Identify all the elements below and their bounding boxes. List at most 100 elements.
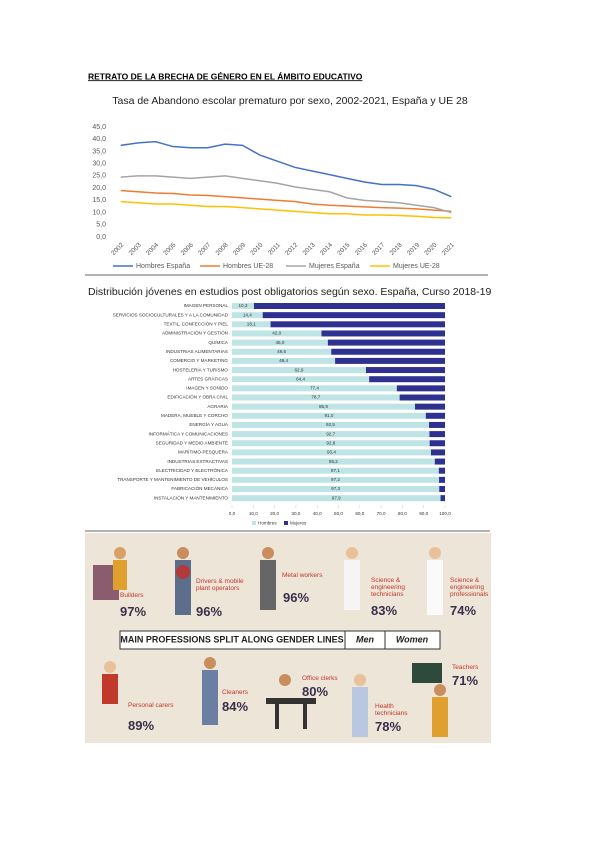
bar-segment — [438, 467, 445, 474]
bar-segment — [232, 394, 400, 401]
legend-label: Hombres — [258, 521, 277, 526]
profession-label: Office clerks — [302, 675, 338, 682]
bar-segment — [232, 467, 439, 474]
series-line — [120, 200, 452, 219]
x-tick-label: 20,0 — [270, 511, 279, 516]
profession-label: Science & engineering technicians — [371, 577, 405, 598]
x-tick-label: 2019 — [406, 241, 421, 256]
y-tick-label: 20,0 — [92, 185, 106, 192]
profession-share: 83% — [371, 603, 398, 618]
x-tick-label: 2016 — [354, 241, 369, 256]
value-label: 95,2 — [329, 459, 338, 464]
bar-segment — [321, 330, 445, 337]
value-label: 92,8 — [326, 440, 335, 445]
value-label: 10,3 — [238, 303, 247, 308]
y-tick-label: 10,0 — [92, 209, 106, 216]
x-tick-label: 2017 — [371, 241, 386, 256]
category-label: QUÍMICA — [208, 339, 229, 345]
category-label: INSTALACIÓN Y MANTENIMIENTO — [154, 494, 229, 500]
profession-share: 96% — [283, 590, 310, 605]
value-label: 92,5 — [326, 422, 335, 427]
bar-segment — [232, 367, 366, 374]
bar-segment — [270, 321, 445, 328]
x-tick-label: 2013 — [302, 241, 317, 256]
category-label: AGRARIA — [207, 404, 229, 409]
x-tick-label: 70,0 — [377, 511, 386, 516]
bar-segment — [232, 312, 263, 319]
bar-segment — [439, 476, 445, 483]
x-tick-label: 2009 — [232, 241, 247, 256]
category-label: FABRICACIÓN MECÁNICA — [171, 485, 229, 491]
x-tick-label: 2002 — [110, 241, 125, 256]
x-tick-label: 2012 — [284, 241, 299, 256]
bar-segment — [262, 312, 445, 319]
category-label: ARTES GRÁFICAS — [188, 375, 228, 381]
bar-segment — [429, 421, 445, 428]
x-tick-label: 100,0 — [439, 511, 451, 516]
x-tick-label: 60,0 — [355, 511, 364, 516]
document-title: RETRATO DE LA BRECHA DE GÉNERO EN EL ÁMB… — [88, 71, 363, 81]
women-label: Women — [396, 634, 429, 644]
category-label: COMERCIO Y MARKETING — [170, 358, 228, 363]
y-tick-label: 15,0 — [92, 197, 106, 204]
value-label: 97,9 — [332, 495, 341, 500]
profession-share: 96% — [196, 604, 223, 619]
men-label: Men — [356, 634, 375, 644]
x-tick-label: 2020 — [423, 241, 438, 256]
chart-title: Distribución jóvenes en estudios post ob… — [88, 286, 491, 298]
value-label: 42,0 — [272, 331, 281, 336]
bar-segment — [232, 403, 415, 410]
value-label: 48,4 — [279, 358, 288, 363]
profession-label: Science & engineering professionals — [450, 577, 489, 598]
x-tick-label: 2007 — [197, 241, 212, 256]
category-label: ELECTRICIDAD Y ELECTRÓNICA — [156, 467, 229, 473]
profession-share: 97% — [120, 604, 147, 619]
profession-share: 84% — [222, 699, 249, 714]
category-label: SERVICIOS SOCIOCULTURALES Y A LA COMUNID… — [113, 312, 229, 317]
profession-label: Drivers & mobile plant operators — [196, 578, 244, 592]
value-label: 78,7 — [311, 395, 320, 400]
x-tick-label: 2004 — [145, 241, 160, 256]
bar-segment — [232, 385, 397, 392]
profession-share: 78% — [375, 719, 402, 734]
bar-segment — [232, 339, 328, 346]
value-label: 62,9 — [295, 367, 304, 372]
series-line — [120, 189, 452, 213]
bar-segment — [232, 476, 440, 483]
x-tick-label: 30,0 — [291, 511, 300, 516]
x-tick-label: 2021 — [441, 241, 456, 256]
value-label: 91,0 — [324, 413, 333, 418]
x-tick-label: 40,0 — [313, 511, 322, 516]
bar-segment — [232, 376, 370, 383]
bar-segment — [232, 495, 441, 502]
bar-segment — [232, 412, 426, 419]
profession-share: 71% — [452, 673, 479, 688]
bar-segment — [253, 303, 445, 309]
x-tick-label: 2003 — [128, 241, 143, 256]
bar-segment — [232, 431, 430, 438]
value-label: 64,4 — [296, 376, 305, 381]
bar-segment — [425, 412, 445, 419]
bar-segment — [396, 385, 445, 392]
bar-segment — [327, 339, 445, 346]
bar-segment — [232, 449, 431, 456]
bar-segment — [430, 449, 445, 456]
x-tick-label: 10,0 — [249, 511, 258, 516]
value-label: 77,4 — [310, 386, 319, 391]
profession-label: Metal workers — [282, 572, 323, 579]
x-tick-label: 2018 — [389, 241, 404, 256]
category-label: HOSTELERÍA Y TURISMO — [173, 366, 229, 372]
bar-segment — [429, 431, 445, 438]
bar-segment — [369, 376, 445, 383]
profession-label: Personal carers — [128, 702, 174, 709]
value-label: 14,4 — [243, 312, 252, 317]
chart-title: Tasa de Abandono escolar prematuro por s… — [112, 95, 468, 107]
bar-segment — [429, 440, 445, 447]
legend-label: Mujeres UE-28 — [393, 263, 440, 270]
x-tick-label: 90,0 — [419, 511, 428, 516]
banner: MAIN PROFESSIONS SPLIT ALONG GENDER LINE… — [120, 634, 343, 644]
category-label: SEGURIDAD Y MEDIO AMBIENTE — [156, 440, 228, 445]
category-label: EDIFICACIÓN Y OBRA CIVIL — [167, 394, 228, 400]
x-tick-label: 2006 — [180, 241, 195, 256]
